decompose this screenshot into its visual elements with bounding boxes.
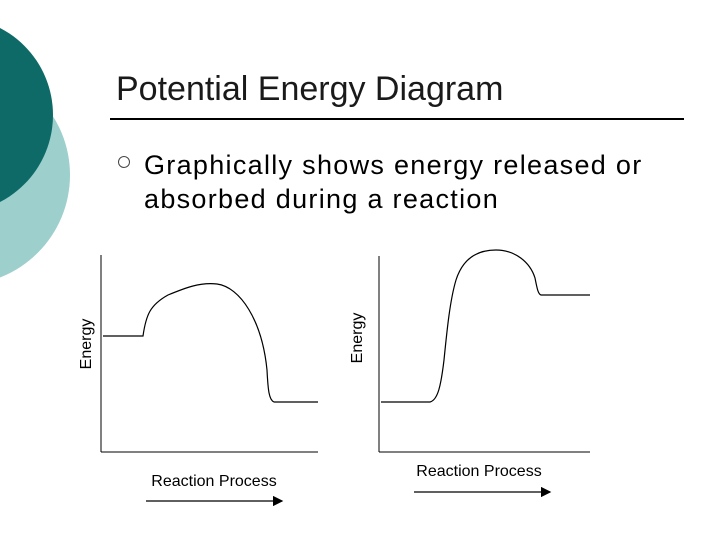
right-y-axis-label: Energy <box>349 313 366 364</box>
title-divider <box>110 118 684 120</box>
right-x-axis-label: Reaction Process <box>416 463 541 480</box>
bullet-circle-icon <box>118 156 130 168</box>
bullet-text: Graphically shows energy released or abs… <box>144 150 643 214</box>
left-x-axis-label: Reaction Process <box>151 473 276 490</box>
left-energy-curve <box>103 283 318 403</box>
exothermic-diagram: Energy Reaction Process <box>78 255 318 507</box>
right-energy-curve <box>381 249 590 403</box>
slide-title: Potential Energy Diagram <box>116 70 504 108</box>
endothermic-diagram: Energy Reaction Process <box>349 249 590 498</box>
left-y-axis-label: Energy <box>78 319 95 370</box>
